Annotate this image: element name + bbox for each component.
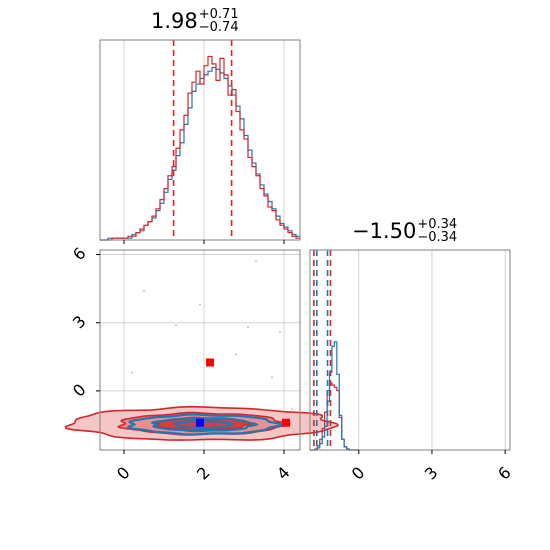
sample-point: [235, 353, 237, 356]
sample-point: [255, 260, 257, 263]
sample-point: [279, 330, 281, 333]
sample-point: [271, 376, 273, 379]
axes-frame: [309, 249, 511, 451]
y-tick-label: 3: [69, 312, 90, 333]
axes-frame: [99, 249, 301, 451]
blue-contour-level: [172, 419, 235, 430]
param-2-median: −1.50: [352, 219, 417, 243]
histogram-panel-param-1: [99, 39, 301, 244]
param-2-upper-error: +0.34: [417, 217, 458, 232]
truth-marker: [282, 418, 290, 427]
param-1-lower-error: −0.74: [198, 20, 239, 35]
x-tick-label: 2: [193, 463, 214, 484]
blue-contour-level: [126, 413, 285, 436]
axes-frame: [99, 39, 301, 241]
sample-point: [143, 290, 145, 292]
param-1-upper-error: +0.71: [198, 7, 239, 22]
y-tick-label: 6: [69, 244, 90, 265]
truth-marker: [206, 358, 214, 367]
truth-marker: [196, 418, 204, 427]
param-2-lower-error: −0.34: [417, 230, 458, 245]
sample-point: [247, 326, 249, 329]
param-1-title: 1.98 +0.71 −0.74: [151, 8, 239, 34]
histogram-panel-param-2: 0 3 6: [309, 249, 515, 484]
x-tick-label: 0: [113, 463, 134, 484]
histogram-series-blue: [100, 66, 300, 241]
x-tick-label: 3: [421, 463, 442, 484]
param-1-median: 1.98: [151, 9, 198, 33]
sample-point: [131, 371, 133, 374]
sample-point: [175, 324, 177, 326]
joint-contour-panel: 0 2 4 0 3 6: [64, 244, 340, 484]
y-tick-label: 0: [69, 380, 90, 401]
param-2-title: −1.50 +0.34 −0.34: [352, 218, 457, 244]
histogram-series-red: [100, 55, 300, 241]
sample-point: [199, 303, 201, 306]
x-tick-label: 4: [273, 463, 294, 484]
x-tick-label: 6: [494, 463, 515, 484]
x-tick-label: 0: [348, 463, 369, 484]
blue-contour-level: [150, 416, 260, 433]
histogram-series-blue: [310, 341, 359, 451]
sample-point: [291, 408, 293, 410]
